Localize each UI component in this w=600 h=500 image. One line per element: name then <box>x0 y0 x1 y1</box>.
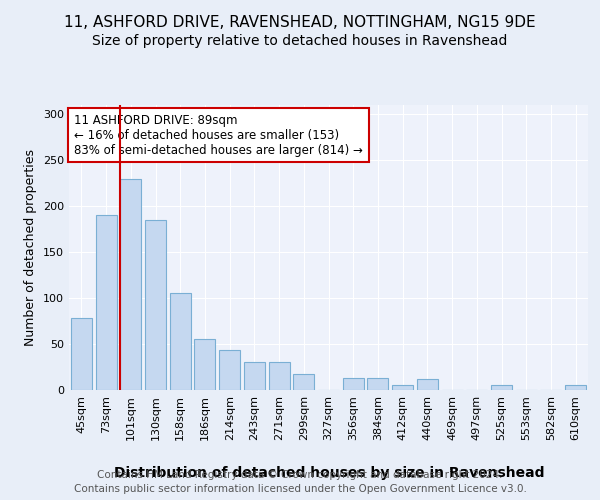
Bar <box>170 294 191 390</box>
Bar <box>392 386 413 390</box>
Bar <box>120 178 141 390</box>
Text: Distribution of detached houses by size in Ravenshead: Distribution of detached houses by size … <box>113 466 544 479</box>
Text: 11 ASHFORD DRIVE: 89sqm
← 16% of detached houses are smaller (153)
83% of semi-d: 11 ASHFORD DRIVE: 89sqm ← 16% of detache… <box>74 114 363 156</box>
Bar <box>244 362 265 390</box>
Bar <box>71 318 92 390</box>
Y-axis label: Number of detached properties: Number of detached properties <box>25 149 37 346</box>
Bar <box>194 340 215 390</box>
Bar <box>219 350 240 390</box>
Text: Size of property relative to detached houses in Ravenshead: Size of property relative to detached ho… <box>92 34 508 48</box>
Bar <box>491 386 512 390</box>
Text: 11, ASHFORD DRIVE, RAVENSHEAD, NOTTINGHAM, NG15 9DE: 11, ASHFORD DRIVE, RAVENSHEAD, NOTTINGHA… <box>64 15 536 30</box>
Text: Contains HM Land Registry data © Crown copyright and database right 2024.
Contai: Contains HM Land Registry data © Crown c… <box>74 470 526 494</box>
Bar <box>95 216 116 390</box>
Bar <box>293 374 314 390</box>
Bar <box>145 220 166 390</box>
Bar <box>367 378 388 390</box>
Bar <box>417 379 438 390</box>
Bar <box>269 362 290 390</box>
Bar <box>343 378 364 390</box>
Bar <box>565 386 586 390</box>
